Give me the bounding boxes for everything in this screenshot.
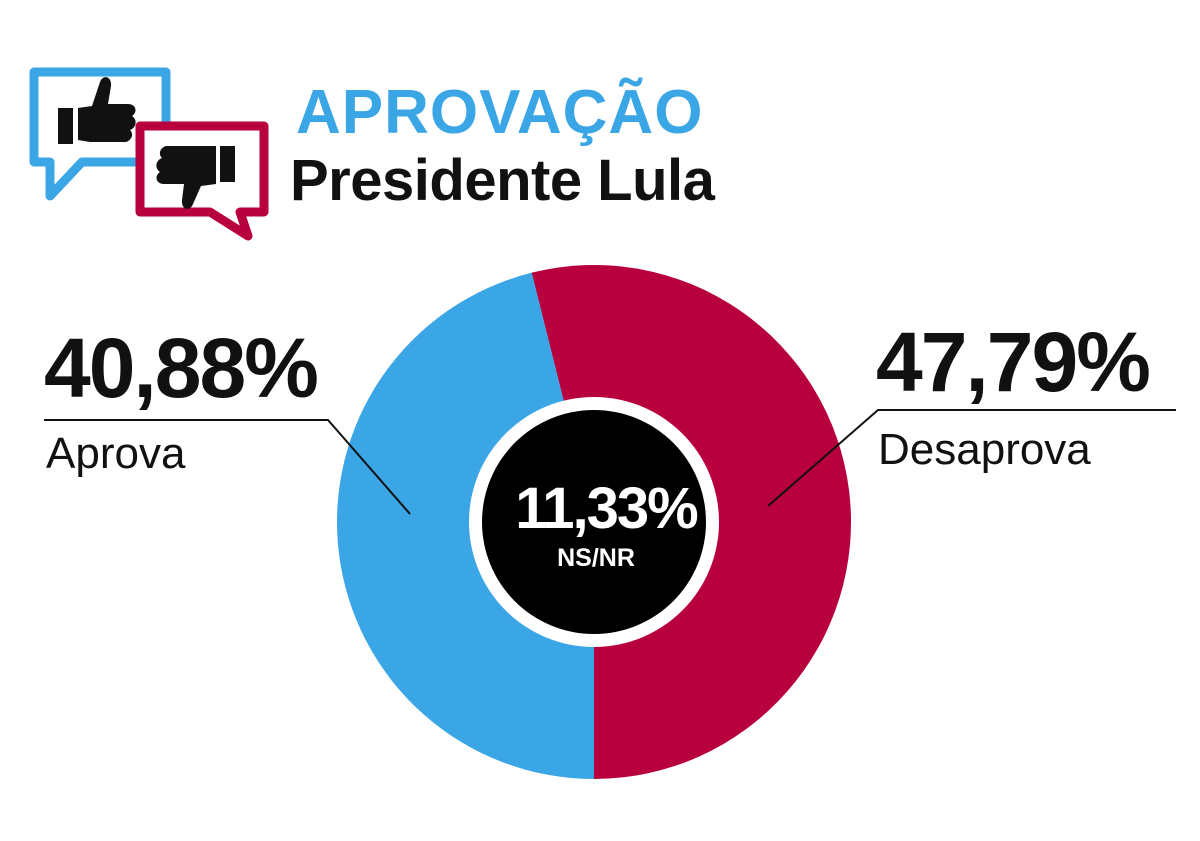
- thumbs-up-icon: [29, 67, 171, 201]
- thumbs-down-icon: [135, 121, 269, 241]
- center-label: NS/NR: [557, 544, 635, 572]
- aprova-value: 40,88%: [44, 321, 319, 415]
- chart-subtitle: Presidente Lula: [290, 148, 715, 213]
- slice-aprova: [336, 272, 594, 779]
- leader-line-aprova: [44, 419, 411, 515]
- center-value: 11,33%: [515, 476, 698, 541]
- desaprova-value: 47,79%: [876, 315, 1151, 409]
- aprova-label: Aprova: [46, 429, 186, 478]
- center-disc: [482, 410, 706, 634]
- leader-line-desaprova: [767, 409, 1176, 507]
- desaprova-label: Desaprova: [878, 425, 1091, 474]
- chart-title: APROVAÇÃO: [296, 78, 704, 147]
